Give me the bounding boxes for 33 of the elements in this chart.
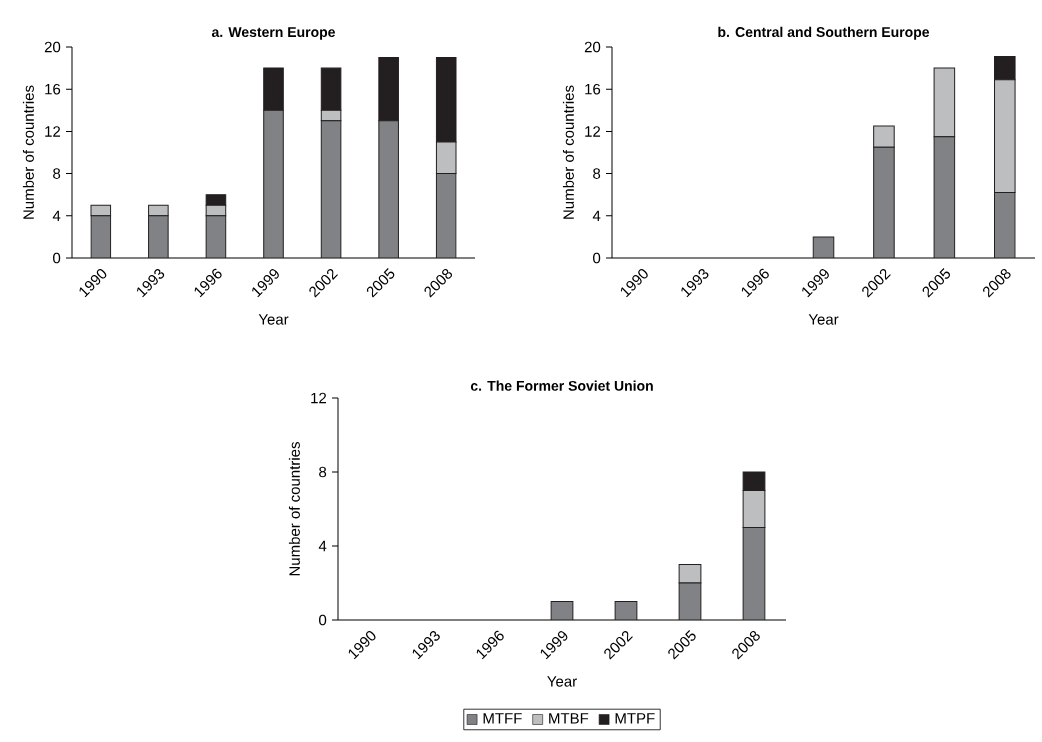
- y-tick-label: 8: [593, 168, 601, 179]
- y-tick-label: 12: [45, 126, 61, 137]
- legend-label: MTFF: [483, 713, 522, 724]
- y-tick-label: 4: [52, 210, 61, 221]
- x-axis-title: Year: [258, 314, 289, 325]
- x-axis-title: Year: [547, 676, 577, 687]
- chart-title: c. The Former Soviet Union: [470, 380, 653, 391]
- bar: [742, 527, 766, 620]
- bar: [873, 146, 895, 258]
- y-tick-label: 4: [318, 540, 327, 552]
- bar: [994, 192, 1016, 258]
- y-tick-label: 16: [45, 83, 61, 95]
- legend-label: MTPF: [615, 713, 655, 724]
- bar: [678, 564, 702, 584]
- bar: [933, 136, 956, 258]
- x-axis-title: Year: [808, 314, 839, 325]
- y-tick-label: 16: [585, 83, 601, 95]
- y-tick-label: 8: [53, 168, 61, 179]
- y-tick-label: 0: [593, 252, 601, 264]
- y-axis-title: Number of countries: [22, 85, 34, 219]
- y-tick-label: 8: [319, 466, 327, 478]
- y-tick-label: 12: [311, 392, 327, 404]
- chart-title: b. Central and Southern Europe: [718, 26, 930, 40]
- y-tick-label: 20: [584, 41, 601, 53]
- y-tick-label: 12: [585, 126, 601, 137]
- y-tick-label: 0: [319, 614, 327, 626]
- legend-label: MTBF: [549, 713, 589, 724]
- y-axis-title: Number of countries: [288, 442, 300, 576]
- y-tick-label: 0: [53, 252, 61, 264]
- y-tick-label: 20: [44, 41, 61, 53]
- y-tick-label: 4: [592, 210, 601, 221]
- y-axis-title: Number of countries: [562, 85, 574, 219]
- chart-title: a. Western Europe: [211, 27, 335, 40]
